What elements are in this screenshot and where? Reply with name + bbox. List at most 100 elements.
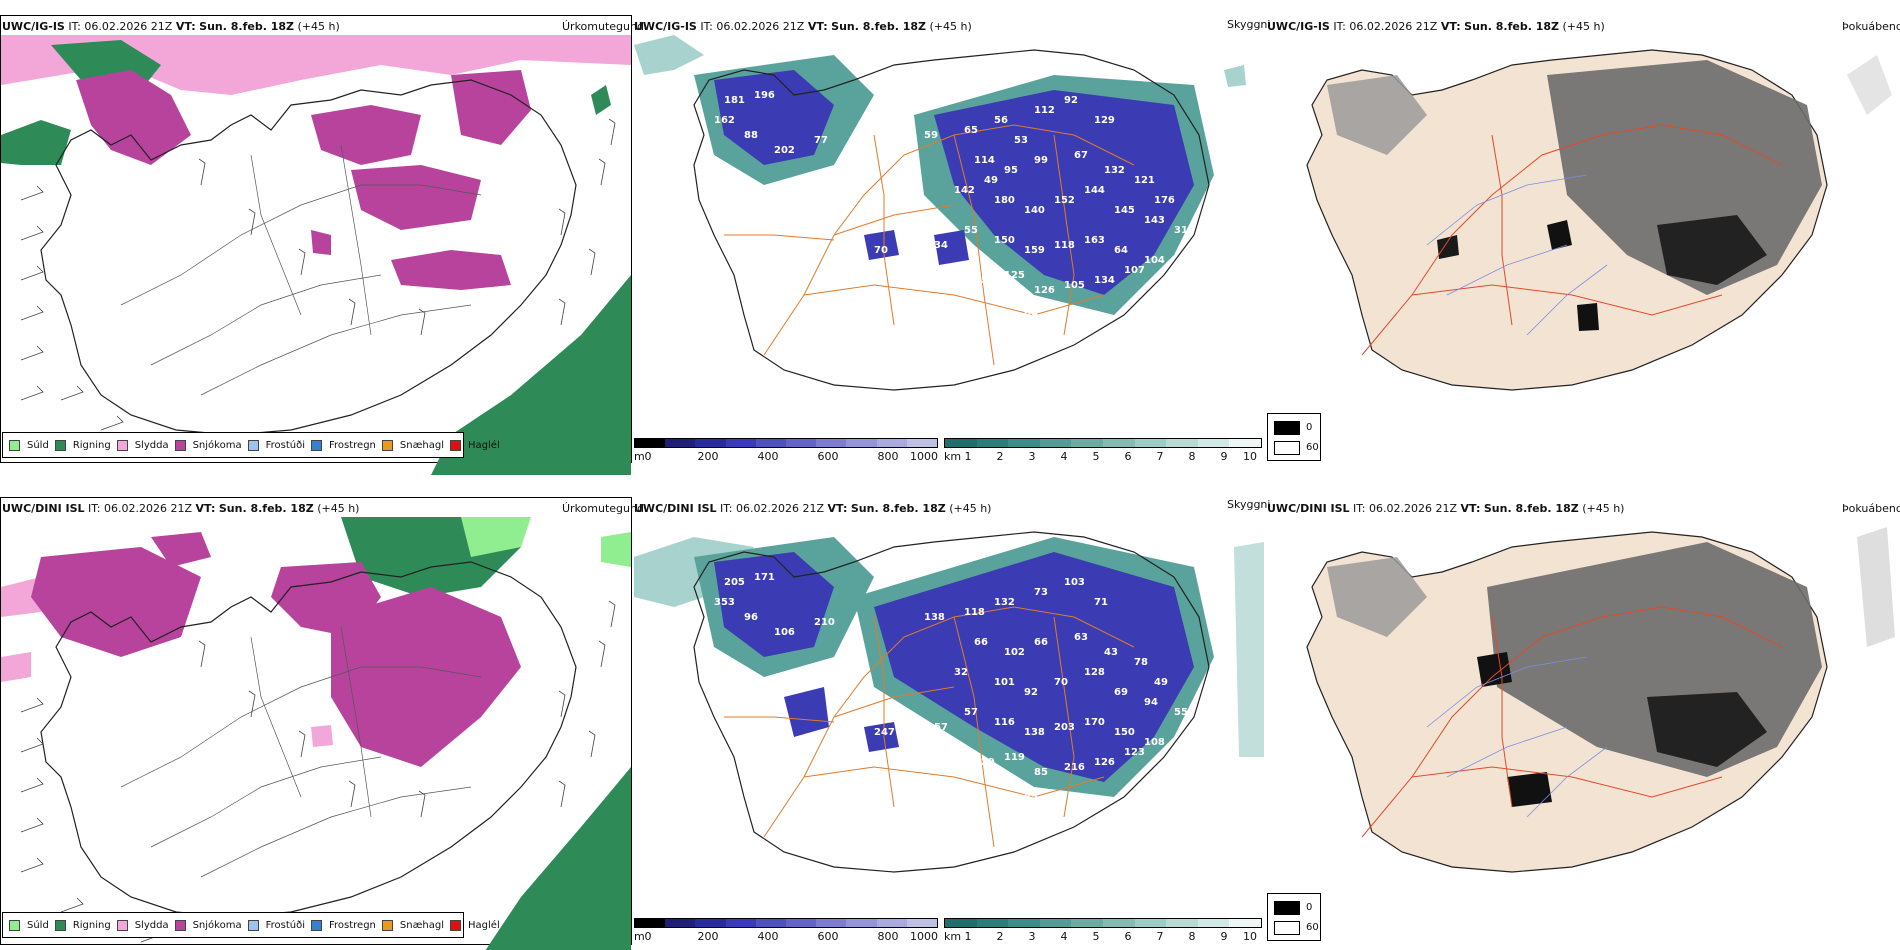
cloud-map-row1 xyxy=(634,35,1246,391)
ceiling-station-label: 64 xyxy=(1114,245,1128,256)
ceiling-station-label: 115 xyxy=(944,747,965,758)
model-name: UWC/IG-IS xyxy=(2,20,65,33)
visibility-cells xyxy=(944,438,1262,448)
ceiling-station-label: 49 xyxy=(984,175,998,186)
ceiling-station-label: 114 xyxy=(974,155,995,166)
legend-swatch xyxy=(247,439,259,451)
ceiling-station-label: 85 xyxy=(974,275,988,286)
ceiling-station-label: 69 xyxy=(1114,687,1128,698)
visibility-colorbar-row2: km 1 2 3 4 5 6 7 8 9 10 xyxy=(944,918,1262,948)
ceiling-station-label: 176 xyxy=(1154,195,1175,206)
ceiling-station-label: 247 xyxy=(874,727,895,738)
ceiling-station-label: 99 xyxy=(1034,155,1048,166)
ceiling-station-label: 138 xyxy=(1024,727,1045,738)
precip-map-row2 xyxy=(1,517,631,950)
ceiling-station-label: 95 xyxy=(1004,165,1018,176)
ceiling-station-label: 152 xyxy=(1054,195,1075,206)
ceiling-station-label: 76 xyxy=(944,265,958,276)
ceiling-station-label: 85 xyxy=(1024,792,1038,803)
legend-item: Rigning xyxy=(54,919,111,931)
visibility-unit: km xyxy=(944,450,962,463)
visibility-ticks: 1 2 3 4 5 6 7 8 9 10 xyxy=(964,450,1258,463)
ceiling-station-label: 88 xyxy=(744,130,758,141)
row-1: UWC/IG-IS IT: 06.02.2026 21Z VT: Sun. 8.… xyxy=(0,15,1900,475)
ceiling-station-label: 105 xyxy=(1064,280,1085,291)
ceiling-station-label: 216 xyxy=(1064,762,1085,773)
ceiling-station-label: 66 xyxy=(1034,637,1048,648)
ceiling-colorbar-row1: m 0 200 400 600 800 1000 xyxy=(634,438,938,468)
legend-swatch xyxy=(174,439,186,451)
ceiling-station-label: 119 xyxy=(1004,752,1025,763)
precip-legend-row1: Súld Rigning Slydda Snjókoma Frostúði Fr… xyxy=(2,432,500,458)
legend-item: Snjókoma xyxy=(174,439,242,451)
ceiling-station-label: 49 xyxy=(1154,677,1168,688)
fog-swatch xyxy=(1274,421,1300,435)
fog-swatch xyxy=(1274,441,1300,455)
ceiling-station-label: 145 xyxy=(1114,205,1135,216)
ceiling-station-label: 108 xyxy=(1144,737,1165,748)
legend-item: Slydda xyxy=(116,919,169,931)
ceiling-station-label: 149 xyxy=(994,315,1015,326)
ceiling-colorbar-row2: m 0 200 400 600 800 1000 xyxy=(634,918,938,948)
ceiling-station-label: 55 xyxy=(1174,707,1188,718)
ceiling-station-label: 134 xyxy=(1094,275,1115,286)
fog-title-row2: UWC/DINI ISL IT: 06.02.2026 21Z VT: Sun.… xyxy=(1267,502,1625,515)
ceiling-station-label: 73 xyxy=(1034,587,1048,598)
ceiling-station-label: 132 xyxy=(994,597,1015,608)
ceiling-station-label: 92 xyxy=(1064,95,1078,106)
ceiling-station-label: 162 xyxy=(714,115,735,126)
ceiling-station-label: 142 xyxy=(954,185,975,196)
precip-map-frame xyxy=(0,15,632,463)
ceiling-station-label: 57 xyxy=(934,722,948,733)
legend-item: Súld xyxy=(9,919,49,931)
fog-title-row1: UWC/IG-IS IT: 06.02.2026 21Z VT: Sun. 8.… xyxy=(1267,20,1605,33)
ceiling-station-label: 56 xyxy=(994,115,1008,126)
ceiling-station-label: 107 xyxy=(1124,265,1145,276)
precip-legend-row2: Súld Rigning Slydda Snjókoma Frostúði Fr… xyxy=(2,912,500,938)
legend-item: Frostregn xyxy=(311,919,376,931)
ceiling-station-label: 92 xyxy=(1024,687,1038,698)
ceiling-station-label: 43 xyxy=(1104,647,1118,658)
legend-item: Snæhagl xyxy=(381,919,444,931)
ceiling-station-label: 196 xyxy=(754,90,775,101)
ceiling-unit: m xyxy=(634,450,645,463)
ceiling-station-label: 85 xyxy=(1034,767,1048,778)
fog-map-row2 xyxy=(1306,527,1895,873)
legend-item: Haglél xyxy=(450,439,500,451)
row-2: UWC/DINI ISL IT: 06.02.2026 21Z VT: Sun.… xyxy=(0,480,1900,950)
ceiling-cells xyxy=(634,438,938,448)
ceiling-station-label: 163 xyxy=(1084,235,1105,246)
ceiling-station-label: 57 xyxy=(964,707,978,718)
ceiling-station-label: 126 xyxy=(1094,757,1115,768)
ceiling-station-label: 66 xyxy=(904,235,918,246)
legend-item: Frostregn xyxy=(311,439,376,451)
legend-swatch xyxy=(54,439,66,451)
cloud-panel-label: Skyggni xyxy=(1227,18,1271,31)
ceiling-station-label: 180 xyxy=(994,195,1015,206)
ceiling-station-label: 71 xyxy=(1094,597,1108,608)
ceiling-station-label: 102 xyxy=(1004,647,1025,658)
precip-map-row1 xyxy=(1,35,631,475)
ceiling-station-label: 67 xyxy=(1074,150,1088,161)
legend-swatch xyxy=(311,439,322,451)
ceiling-station-label: 66 xyxy=(974,637,988,648)
ceiling-station-label: 32 xyxy=(954,667,968,678)
ceiling-station-label: 210 xyxy=(814,617,835,628)
ceiling-station-label: 118 xyxy=(964,607,985,618)
ceiling-station-label: 65 xyxy=(964,125,978,136)
ceiling-station-label: 150 xyxy=(994,235,1015,246)
ceiling-station-label: 34 xyxy=(934,240,948,251)
ceiling-station-label: 127 xyxy=(994,797,1015,808)
ceiling-station-label: 104 xyxy=(1144,255,1165,266)
legend-item: Frostúði xyxy=(247,919,305,931)
precip-title-row1: UWC/IG-IS IT: 06.02.2026 21Z VT: Sun. 8.… xyxy=(2,20,340,33)
legend-swatch xyxy=(116,439,128,451)
ceiling-station-label: 116 xyxy=(994,717,1015,728)
ceiling-station-label: 138 xyxy=(924,612,945,623)
ceiling-station-label: 63 xyxy=(1074,632,1088,643)
ceiling-station-label: 101 xyxy=(994,677,1015,688)
ceiling-station-label: 235 xyxy=(904,717,925,728)
ceiling-station-label: 55 xyxy=(964,225,978,236)
ceiling-labels-row2: 205 171 353 96 106 210 138 118 132 73 103 71 66 102 66… xyxy=(634,517,1264,917)
ceiling-station-label: 143 xyxy=(1144,215,1165,226)
